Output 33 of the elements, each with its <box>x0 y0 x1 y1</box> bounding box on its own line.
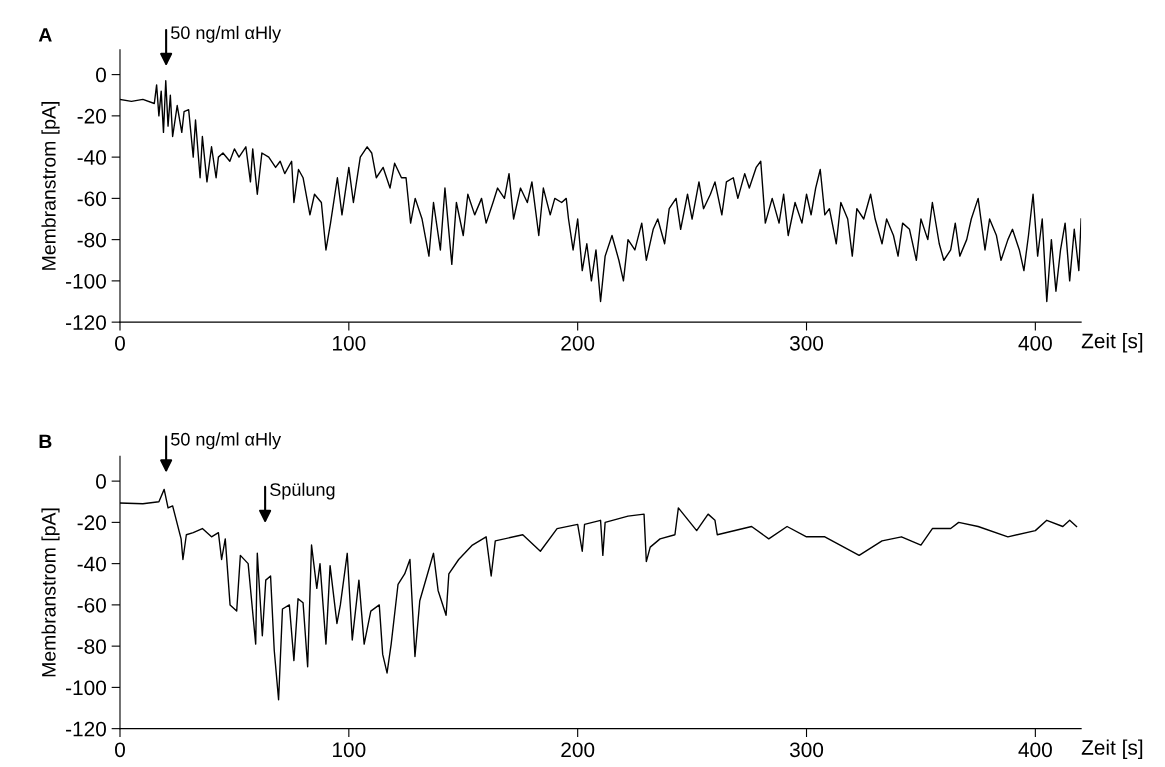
y-tick-label: 0 <box>96 67 106 83</box>
y-tick-label: -60 <box>77 597 106 613</box>
y-tick-label: -120 <box>66 721 106 737</box>
x-tick-label: 400 <box>1018 742 1052 758</box>
y-axis-title: Membranstrom [pA] <box>41 102 60 270</box>
x-tick-label: 300 <box>789 742 824 758</box>
x-tick-label: 100 <box>333 742 366 758</box>
y-tick-label: 0 <box>96 474 106 489</box>
y-tick-label: -100 <box>66 680 106 696</box>
annotation: Spülung <box>270 482 335 500</box>
x-tick-label: 100 <box>333 335 366 351</box>
text: 50 ng/ml αHly <box>171 25 282 43</box>
y-tick-label: -20 <box>77 108 106 124</box>
x-tick-label: 0 <box>115 335 125 351</box>
x-axis-title: Zeit [s] <box>1081 333 1143 353</box>
x-axis-title: Zeit [s] <box>1081 739 1143 759</box>
chart-title: A <box>38 28 52 42</box>
y-tick-label: -40 <box>77 150 106 165</box>
x-tick-label: 200 <box>561 742 595 758</box>
x-tick-label: 0 <box>115 742 125 758</box>
chart-title: B <box>39 434 52 449</box>
y-tick-label: -20 <box>77 515 106 531</box>
text: 50 ng/ml αHly <box>171 432 282 450</box>
y-tick-label: -40 <box>77 556 106 572</box>
y-tick-label: -80 <box>77 232 106 248</box>
y-tick-label: -80 <box>77 639 106 654</box>
x-tick-label: 400 <box>1018 335 1052 351</box>
x-tick-label: 200 <box>561 335 595 351</box>
y-axis-title: Membranstrom [pA] <box>41 508 60 677</box>
y-tick-label: -60 <box>77 191 106 207</box>
y-tick-label: -100 <box>66 273 106 289</box>
x-tick-label: 300 <box>789 335 824 351</box>
y-tick-label: -120 <box>66 315 106 330</box>
